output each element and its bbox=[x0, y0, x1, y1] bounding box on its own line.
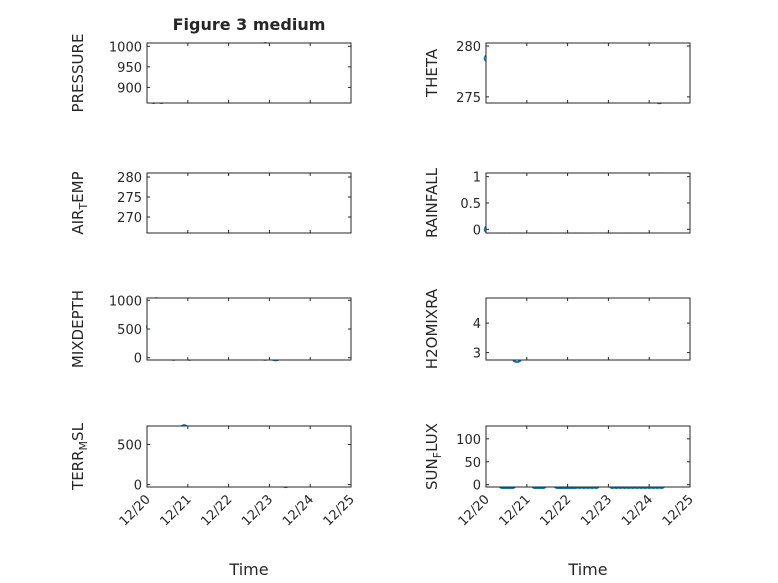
y-axis-label: SUNFLUX bbox=[423, 423, 444, 490]
y-tick-label: 275 bbox=[117, 191, 142, 206]
axes-box bbox=[485, 172, 691, 234]
x-axis bbox=[485, 43, 691, 103]
axes-box bbox=[485, 425, 691, 488]
y-axis-label: PRESSURE bbox=[69, 34, 87, 113]
x-axis bbox=[146, 298, 352, 360]
y-tick-label: 3 bbox=[473, 347, 481, 362]
y-tick-label: 4 bbox=[473, 317, 481, 332]
y-axis: 900 950 1000 bbox=[109, 40, 351, 96]
y-axis: 00.51 bbox=[460, 171, 690, 238]
subplot-mixdepth: 0 500 1000 MIXDEPTH bbox=[69, 290, 352, 368]
axes-box bbox=[485, 42, 691, 104]
y-tick-label: 1000 bbox=[109, 294, 142, 309]
axes-box bbox=[146, 42, 352, 104]
y-tick-label: 280 bbox=[117, 171, 142, 186]
y-axis-label: RAINFALL bbox=[423, 167, 441, 238]
y-axis: 275 280 bbox=[456, 40, 690, 106]
axes-box bbox=[146, 425, 352, 488]
axes-box bbox=[146, 172, 352, 234]
x-axis-label: Time bbox=[567, 560, 607, 579]
subplot-theta: 275 280 THETA bbox=[423, 40, 691, 106]
y-tick-label: 900 bbox=[117, 81, 142, 96]
y-tick-label: 280 bbox=[456, 40, 481, 55]
x-axis bbox=[485, 173, 691, 233]
y-tick-label: 0 bbox=[134, 479, 142, 494]
subplot-pressure: 900 950 1000 PRESSURE Figure 3 medium bbox=[69, 15, 352, 113]
axes-box bbox=[146, 297, 352, 361]
y-tick-label: 100 bbox=[456, 433, 481, 448]
y-tick-label: 1000 bbox=[109, 40, 142, 55]
x-axis bbox=[146, 173, 352, 233]
chart-title: Figure 3 medium bbox=[173, 15, 326, 34]
y-axis-label: THETA bbox=[423, 48, 441, 98]
y-tick-label: 275 bbox=[456, 91, 481, 106]
y-tick-label: 500 bbox=[117, 323, 142, 338]
axes-box bbox=[485, 297, 691, 361]
y-tick-label: 50 bbox=[464, 456, 481, 471]
subplot-air_temp: 270 275 280 AIRTEMP bbox=[69, 171, 352, 235]
x-axis bbox=[485, 298, 691, 360]
y-axis: 34 bbox=[473, 317, 690, 362]
y-axis: 270 275 280 bbox=[117, 171, 351, 226]
y-axis: 0 50 100 bbox=[456, 433, 690, 494]
y-tick-label: 0 bbox=[473, 223, 481, 238]
y-tick-label: 0 bbox=[473, 479, 481, 494]
x-axis-label: Time bbox=[228, 560, 268, 579]
y-tick-label: 0 bbox=[134, 352, 142, 367]
y-axis: 0 500 bbox=[117, 438, 351, 494]
y-tick-label: 950 bbox=[117, 61, 142, 76]
y-tick-label: 500 bbox=[117, 438, 142, 453]
y-tick-label: 270 bbox=[117, 211, 142, 226]
y-axis-label: TERRMSL bbox=[69, 422, 90, 491]
y-tick-label: 1 bbox=[473, 171, 481, 186]
x-axis bbox=[146, 43, 352, 103]
y-axis-label: H2OMIXRA bbox=[423, 288, 441, 369]
y-axis: 0 500 1000 bbox=[109, 294, 351, 367]
y-axis-label: MIXDEPTH bbox=[69, 290, 87, 368]
y-tick-label: 0.5 bbox=[460, 197, 481, 212]
y-axis-label: AIRTEMP bbox=[69, 171, 90, 234]
